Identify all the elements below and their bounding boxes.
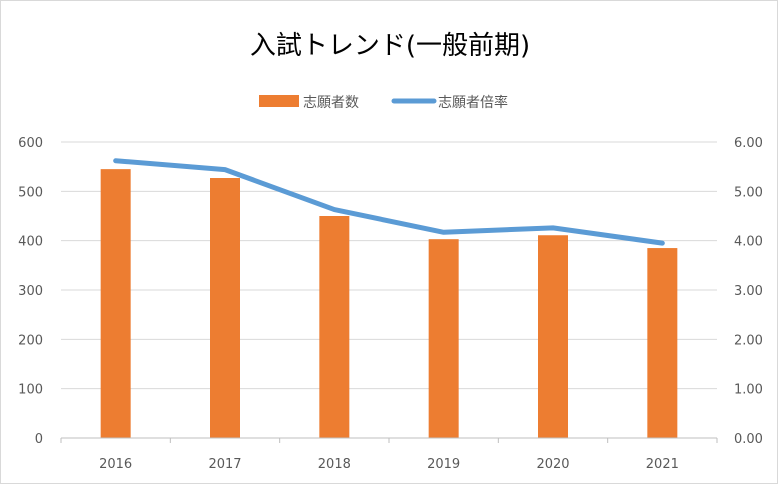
y-left-tick-label: 300 bbox=[18, 284, 43, 299]
bar bbox=[428, 239, 459, 438]
axes: 0 0.00 100 1.00 200 2.00 300 3.00 400 4.00 500 5.00… bbox=[18, 136, 763, 472]
bar bbox=[319, 216, 350, 438]
y-right-tick-label: 5.00 bbox=[734, 185, 763, 200]
x-tick-label: 2021 bbox=[646, 457, 679, 472]
y-left-tick-label: 500 bbox=[18, 185, 43, 200]
legend: 志願者数 志願者倍率 bbox=[259, 94, 508, 111]
x-tick-label: 2019 bbox=[427, 457, 460, 472]
bar bbox=[100, 169, 131, 438]
y-right-tick-label: 6.00 bbox=[734, 136, 763, 151]
x-tick-label: 2016 bbox=[99, 457, 132, 472]
x-tick-label: 2018 bbox=[318, 457, 351, 472]
y-left-tick-label: 200 bbox=[18, 333, 43, 348]
bar bbox=[210, 178, 240, 438]
y-right-tick-label: 4.00 bbox=[734, 235, 763, 250]
bar bbox=[538, 235, 568, 438]
y-right-tick-label: 0.00 bbox=[734, 432, 763, 447]
bar bbox=[647, 248, 678, 438]
y-left-tick-label: 400 bbox=[18, 235, 43, 250]
x-tick-label: 2020 bbox=[536, 457, 569, 472]
bar-series bbox=[100, 169, 678, 438]
legend-label-ratio: 志願者倍率 bbox=[438, 94, 508, 111]
x-tick-label: 2017 bbox=[208, 457, 241, 472]
y-left-tick-label: 100 bbox=[18, 383, 43, 398]
y-right-tick-label: 3.00 bbox=[734, 284, 763, 299]
y-right-tick-label: 2.00 bbox=[734, 333, 763, 348]
ratio-line bbox=[113, 158, 665, 246]
legend-label-applicants: 志願者数 bbox=[303, 95, 359, 111]
line-series bbox=[113, 158, 665, 246]
y-left-tick-label: 600 bbox=[18, 136, 43, 151]
chart-title: 入試トレンド(一般前期) bbox=[250, 31, 530, 61]
legend-swatch-bar bbox=[259, 95, 299, 107]
y-left-tick-label: 0 bbox=[35, 432, 43, 447]
y-right-tick-label: 1.00 bbox=[734, 383, 763, 398]
gridlines bbox=[61, 141, 717, 390]
